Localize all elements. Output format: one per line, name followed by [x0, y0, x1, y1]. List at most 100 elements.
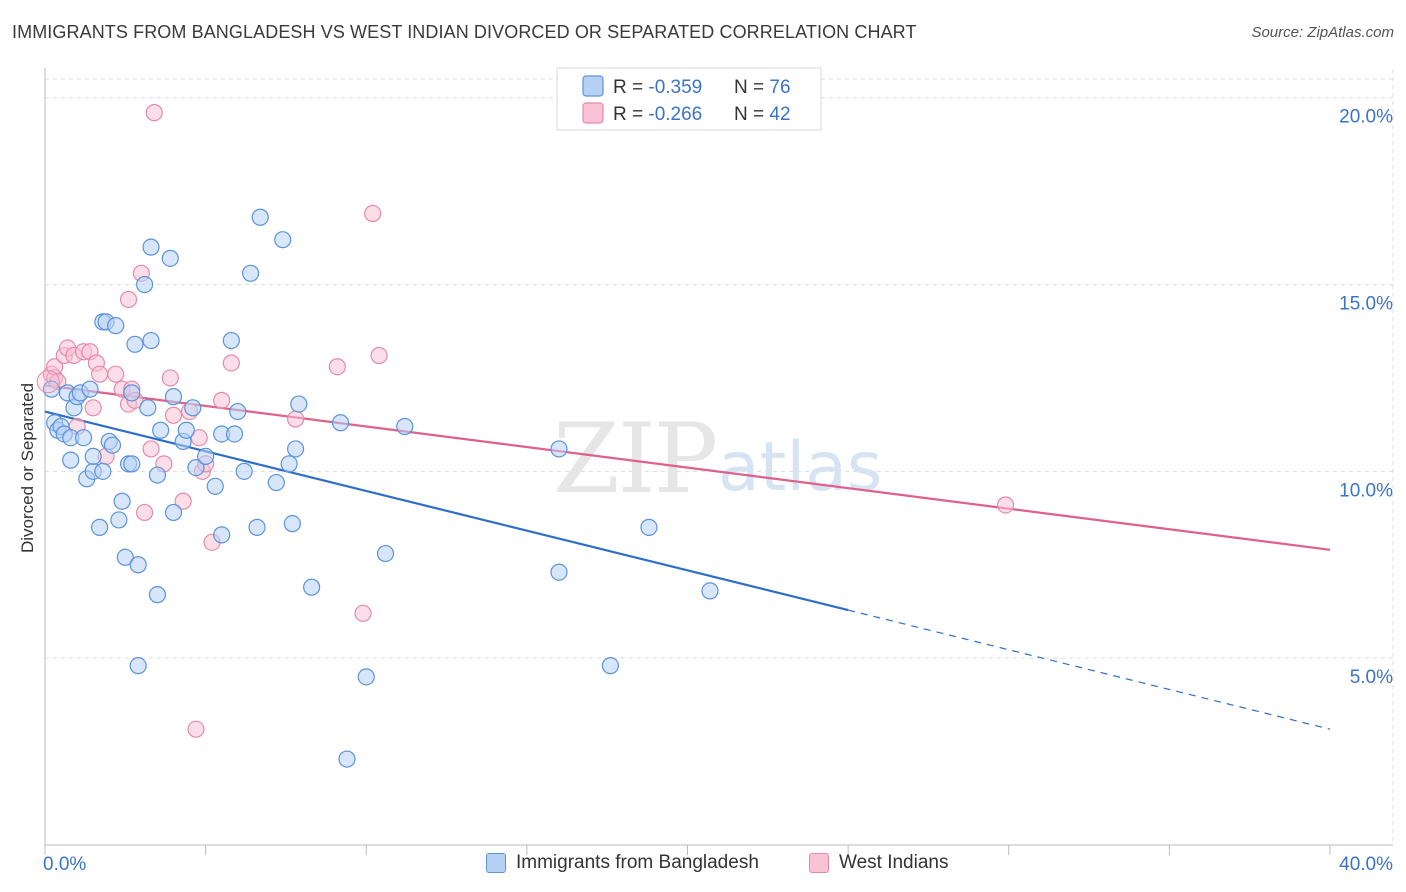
point-west-indians [161, 369, 179, 387]
grid-lines [45, 69, 1394, 845]
point-bangladesh [303, 578, 321, 596]
legend-n-value-1: 76 [769, 77, 790, 98]
point-west-indians [187, 720, 205, 738]
point-west-indians [364, 204, 382, 223]
point-bangladesh [74, 429, 93, 447]
svg-text:R = -0.266: R = -0.266 [613, 104, 702, 125]
axes [44, 68, 1393, 855]
point-west-indians [370, 346, 388, 365]
point-bangladesh [187, 459, 205, 477]
y-tick-label: 10.0% [1339, 480, 1393, 501]
point-bangladesh [123, 384, 141, 402]
svg-text:R = -0.359: R = -0.359 [613, 77, 702, 98]
y-tick-label: 5.0% [1350, 667, 1393, 688]
legend-swatch-bangladesh-bottom [486, 853, 506, 873]
legend-item-bangladesh: Immigrants from Bangladesh [486, 852, 759, 874]
watermark-atlas: atlas [718, 428, 882, 507]
point-bangladesh [331, 414, 350, 432]
svg-text:N = 42: N = 42 [734, 104, 791, 125]
point-bangladesh [164, 388, 183, 406]
point-west-indians [164, 406, 183, 424]
point-bangladesh [225, 425, 244, 443]
point-west-indians [328, 358, 346, 376]
legend-r-label-2: R = [613, 104, 648, 125]
point-west-indians [36, 370, 60, 394]
trend-line-bangladesh-extension [847, 609, 1331, 730]
point-west-indians [222, 354, 240, 372]
point-bangladesh [116, 548, 134, 566]
point-west-indians [135, 503, 154, 522]
point-bangladesh [640, 518, 658, 536]
point-bangladesh [701, 582, 719, 600]
point-bangladesh [164, 503, 183, 522]
legend-n-label-1: N = [734, 77, 769, 98]
point-bangladesh [357, 668, 375, 686]
point-bangladesh [126, 335, 144, 353]
legend-r-label-1: R = [613, 77, 648, 98]
legend-label-bangladesh: Immigrants from Bangladesh [516, 852, 759, 873]
svg-text:N = 76: N = 76 [734, 77, 791, 98]
y-axis-title: Divorced or Separated [18, 382, 37, 554]
point-bangladesh [376, 544, 395, 563]
point-bangladesh [161, 249, 179, 267]
legend-r-value-1: -0.359 [648, 77, 702, 98]
point-bangladesh [550, 440, 568, 458]
point-bangladesh [197, 447, 215, 465]
legend-top: R = -0.359 N = 76 R = -0.266 N = 42 [556, 67, 822, 131]
legend-bottom: Immigrants from Bangladesh West Indians [0, 852, 1406, 878]
point-bangladesh [184, 399, 202, 417]
point-bangladesh [113, 492, 131, 510]
point-bangladesh [222, 331, 240, 350]
point-bangladesh [148, 466, 167, 484]
legend-r-value-2: -0.266 [648, 104, 702, 125]
point-bangladesh [142, 331, 160, 350]
point-bangladesh [129, 556, 147, 574]
point-west-indians [174, 492, 192, 510]
data-points [36, 104, 1015, 768]
legend-swatch-bangladesh [582, 75, 604, 97]
point-west-indians [84, 399, 102, 417]
x-tick-label: 0.0% [43, 854, 86, 875]
point-bangladesh [242, 264, 260, 282]
point-bangladesh [601, 657, 620, 675]
source-credit: Source: ZipAtlas.com [1251, 24, 1394, 41]
point-bangladesh [274, 231, 292, 249]
point-bangladesh [235, 462, 253, 480]
legend-swatch-west-indians-bottom [809, 853, 829, 873]
point-bangladesh [267, 473, 285, 492]
legend-item-west-indians: West Indians [809, 852, 948, 874]
point-bangladesh [286, 440, 305, 458]
point-bangladesh [283, 515, 301, 533]
point-bangladesh [229, 402, 247, 421]
point-bangladesh [550, 563, 568, 581]
point-bangladesh [251, 208, 269, 226]
point-bangladesh [338, 750, 356, 768]
point-bangladesh [177, 421, 195, 439]
legend-n-value-2: 42 [769, 104, 790, 125]
legend-swatch-west-indians [582, 102, 604, 124]
point-west-indians [190, 429, 208, 447]
point-bangladesh [148, 586, 167, 604]
tick-labels: 5.0% 10.0% 15.0% 20.0% 0.0% 40.0% [43, 107, 1393, 875]
point-bangladesh [91, 518, 109, 536]
x-tick-label: 40.0% [1339, 854, 1393, 875]
point-bangladesh [84, 447, 102, 465]
point-west-indians [107, 365, 125, 383]
point-bangladesh [135, 275, 154, 294]
point-bangladesh [152, 421, 170, 439]
point-bangladesh [290, 395, 308, 413]
point-bangladesh [94, 462, 112, 480]
legend-label-west-indians: West Indians [839, 852, 949, 873]
y-tick-label: 20.0% [1339, 107, 1393, 128]
point-bangladesh [81, 380, 99, 398]
point-bangladesh [107, 317, 125, 335]
point-west-indians [354, 604, 372, 622]
point-bangladesh [123, 455, 141, 473]
point-bangladesh [129, 657, 147, 675]
point-west-indians [996, 496, 1015, 514]
point-bangladesh [62, 451, 80, 469]
point-bangladesh [396, 417, 414, 436]
point-bangladesh [142, 238, 160, 256]
point-bangladesh [110, 511, 128, 529]
